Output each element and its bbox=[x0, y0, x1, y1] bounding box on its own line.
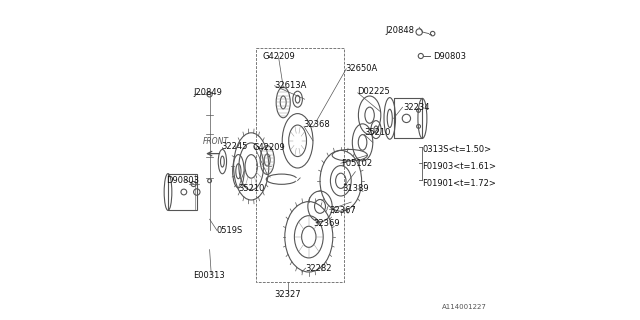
Text: J20848: J20848 bbox=[385, 26, 415, 35]
Text: 32245: 32245 bbox=[221, 142, 248, 151]
Text: 32650A: 32650A bbox=[346, 64, 378, 73]
Text: 32368: 32368 bbox=[303, 120, 330, 129]
Text: F01903<t=1.61>: F01903<t=1.61> bbox=[422, 162, 497, 171]
Text: D02225: D02225 bbox=[357, 87, 390, 96]
Text: F01901<t=1.72>: F01901<t=1.72> bbox=[422, 179, 496, 188]
Text: 32369: 32369 bbox=[313, 220, 340, 228]
Text: 32234: 32234 bbox=[403, 103, 429, 112]
Text: D90803: D90803 bbox=[434, 52, 467, 60]
Bar bbox=[256, 48, 344, 282]
Text: D90803: D90803 bbox=[166, 176, 200, 185]
Text: G42209: G42209 bbox=[262, 52, 295, 60]
Text: A114001227: A114001227 bbox=[442, 304, 486, 310]
Text: 32282: 32282 bbox=[306, 264, 332, 273]
Text: FRONT: FRONT bbox=[203, 137, 229, 146]
Bar bbox=[394, 99, 422, 139]
Text: 0519S: 0519S bbox=[217, 226, 243, 235]
Text: 31389: 31389 bbox=[342, 184, 369, 193]
Text: 32327: 32327 bbox=[275, 290, 301, 299]
Text: F05102: F05102 bbox=[340, 159, 372, 168]
Text: 32613A: 32613A bbox=[275, 81, 307, 90]
Text: 0313S<t=1.50>: 0313S<t=1.50> bbox=[422, 145, 492, 154]
Text: E00313: E00313 bbox=[193, 271, 225, 280]
Text: 32367: 32367 bbox=[330, 206, 356, 215]
Text: 35210: 35210 bbox=[364, 128, 390, 137]
Text: 35210: 35210 bbox=[239, 184, 265, 193]
Text: G42209: G42209 bbox=[253, 143, 285, 152]
Bar bbox=[168, 173, 197, 211]
Text: J20849: J20849 bbox=[193, 88, 223, 97]
